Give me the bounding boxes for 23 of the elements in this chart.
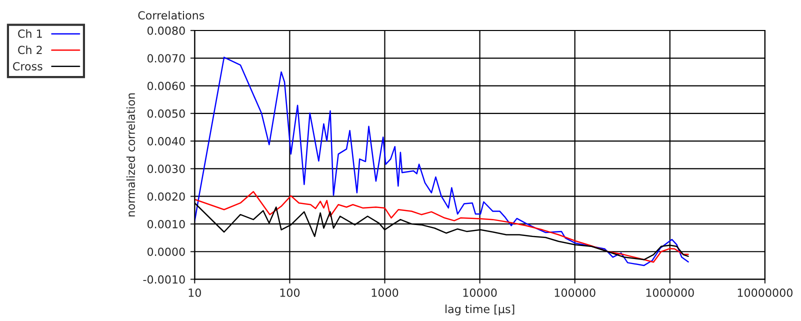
x-tick-label: 1000000	[646, 288, 694, 297]
x-tick-label: 100	[280, 288, 300, 297]
y-axis-title: normalized correlation	[126, 93, 136, 216]
y-tick-label: -0.0010	[143, 275, 185, 284]
y-tick-label: 0.0000	[147, 248, 185, 256]
y-tick-label: 0.0010	[147, 220, 185, 228]
y-tick-label: 0.0050	[147, 109, 185, 118]
legend-label: Ch 2	[18, 46, 42, 54]
y-tick-label: 0.0040	[147, 137, 185, 146]
x-tick-label: 10000	[463, 288, 497, 297]
y-tick-label: 0.0020	[147, 192, 185, 201]
y-tick-label: 0.0070	[147, 54, 185, 63]
chart-title: Correlations	[138, 10, 204, 20]
y-tick-label: 0.0080	[147, 26, 185, 35]
x-tick-label: 10000000	[738, 288, 792, 297]
x-tick-label: 100000	[554, 288, 596, 297]
y-tick-label: 0.0060	[147, 82, 185, 90]
y-tick-label: 0.0030	[147, 164, 185, 174]
x-axis-title: lag time [µs]	[446, 304, 514, 316]
legend-label: Ch 1	[18, 29, 42, 38]
legend-label: Cross	[13, 62, 42, 70]
x-tick-label: 1000	[372, 288, 398, 297]
x-tick-label: 10	[188, 288, 201, 297]
